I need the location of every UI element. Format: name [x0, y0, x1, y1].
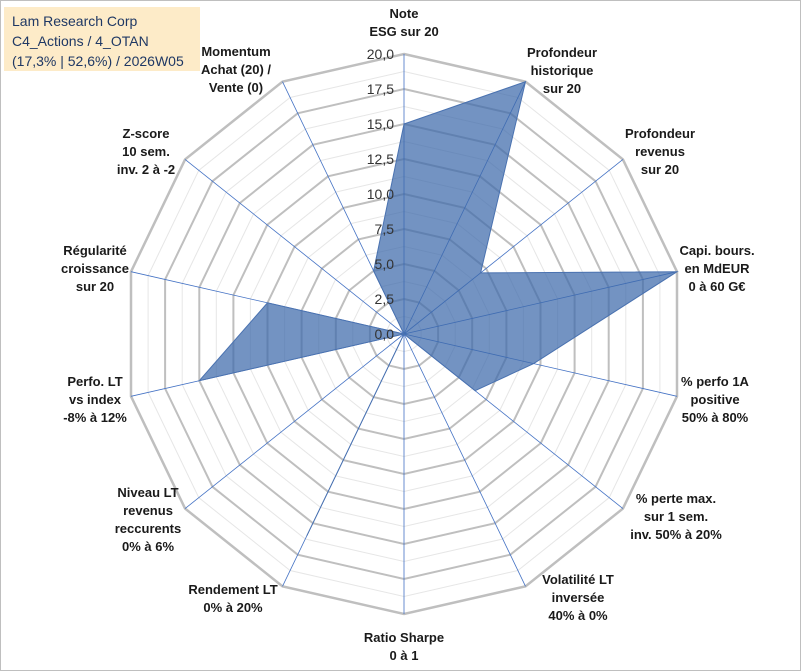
axis-label: Rendement LT 0% à 20%: [188, 582, 277, 615]
tick-label: 10,0: [367, 186, 394, 202]
data-series: [197, 80, 679, 537]
axis-label: Niveau LT revenus reccurents 0% à 6%: [115, 485, 181, 554]
title-stats: (17,3% | 52,6%) / 2026W05: [12, 53, 184, 69]
tick-label: 12,5: [367, 151, 394, 167]
axis-label: Régularité croissance sur 20: [61, 243, 129, 294]
axis-label: Perfo. LT vs index -8% à 12%: [63, 374, 127, 425]
tick-label: 5,0: [375, 256, 395, 272]
tick-label: 20,0: [367, 46, 394, 62]
axis-label: Volatilité LT inversée 40% à 0%: [542, 572, 614, 623]
axis-spoke: [184, 333, 405, 509]
axis-spoke: [403, 333, 526, 587]
axis-spoke: [184, 159, 405, 335]
axis-label: Note ESG sur 20: [369, 6, 438, 39]
axis-label: Profondeur historique sur 20: [527, 45, 597, 96]
tick-label: 15,0: [367, 116, 394, 132]
title-category: C4_Actions / 4_OTAN: [12, 33, 149, 49]
axis-label: % perfo 1A positive 50% à 80%: [681, 374, 750, 425]
series-area: [197, 80, 679, 537]
axis-label: Momentum Achat (20) / Vente (0): [201, 44, 271, 95]
title-company: Lam Research Corp: [12, 13, 138, 29]
tick-label: 7,5: [375, 221, 395, 237]
chart-title-box: Lam Research Corp C4_Actions / 4_OTAN (1…: [4, 7, 200, 71]
tick-label: 2,5: [375, 291, 395, 307]
tick-labels: 0,0 2,5 5,0 7,5 10,0 12,5 15,0 17,5 20,0: [367, 46, 394, 342]
axis-label: Profondeur revenus sur 20: [625, 126, 695, 177]
axis-label: Capi. bours. en MdEUR 0 à 60 G€: [679, 243, 754, 294]
tick-label: 17,5: [367, 81, 394, 97]
tick-label: 0,0: [375, 326, 395, 342]
axis-label: % perte max. sur 1 sem. inv. 50% à 20%: [630, 491, 722, 542]
axis-label: Ratio Sharpe 0 à 1: [364, 630, 444, 663]
axis-labels: Note ESG sur 20 Profondeur historique sur 20…: [61, 6, 755, 663]
axis-label: Z-score 10 sem. inv. 2 à -2: [117, 126, 175, 177]
